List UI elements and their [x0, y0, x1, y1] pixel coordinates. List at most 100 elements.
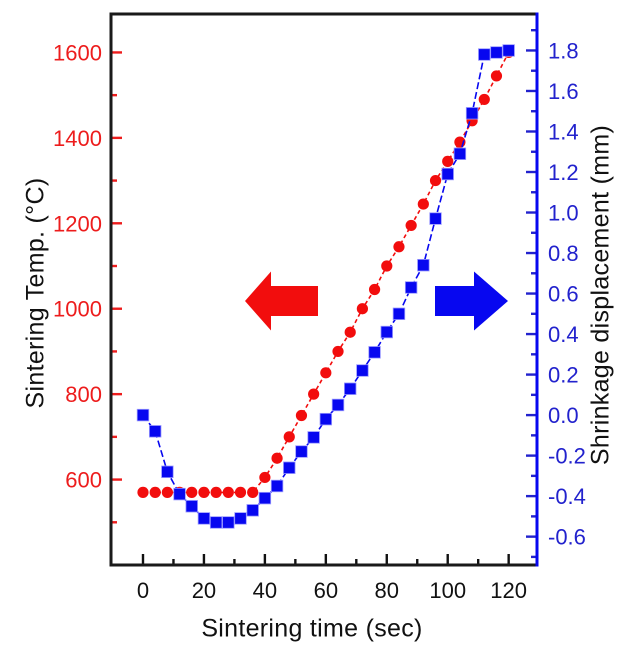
left-axis-tick-labels: 600 800 1000 1200 1400 1600 — [53, 40, 102, 492]
shrinkage-data-point — [148, 425, 162, 438]
shrinkage-data-point — [246, 504, 259, 517]
temperature-data-point — [137, 486, 149, 498]
right-axis-tick-labels: -0.6 -0.4 -0.2 0.0 0.2 0.4 0.6 0.8 1.0 1.2 1.4 1.6 1… — [548, 38, 586, 549]
x-tick-label: 40 — [253, 578, 277, 603]
shrinkage-data-point — [136, 408, 150, 422]
shrinkage-data-point — [380, 325, 393, 339]
x-tick-label: 20 — [192, 578, 216, 603]
left-arrow-icon — [245, 271, 318, 331]
right-tick-label: 1.6 — [548, 79, 579, 104]
temperature-data-point — [210, 486, 222, 498]
left-tick-label: 1000 — [53, 297, 102, 322]
left-tick-label: 1200 — [53, 211, 102, 236]
temperature-data-point — [186, 486, 198, 498]
temperature-data-point — [429, 174, 442, 187]
sintering-temperature-series — [137, 46, 515, 498]
left-tick-label: 600 — [65, 468, 102, 493]
temperature-data-point — [295, 409, 308, 422]
shrinkage-data-point — [331, 398, 345, 412]
x-tick-label: 120 — [490, 578, 527, 603]
temperature-data-point — [222, 486, 234, 498]
temperature-data-point — [393, 241, 405, 253]
x-axis-title: Sintering time (sec) — [201, 614, 423, 643]
shrinkage-data-point — [356, 364, 369, 377]
shrinkage-data-point — [478, 48, 491, 61]
shrinkage-data-point — [209, 516, 223, 529]
shrinkage-data-point — [197, 512, 211, 525]
right-tick-label: -0.4 — [548, 484, 586, 509]
shrinkage-data-point — [465, 107, 479, 120]
left-tick-label: 1600 — [53, 40, 102, 65]
temperature-data-point — [442, 155, 454, 167]
x-tick-label: 60 — [314, 578, 338, 603]
temperature-data-point — [417, 198, 429, 210]
shrinkage-data-point — [222, 516, 235, 529]
plot-frame — [109, 12, 539, 567]
shrinkage-data-point — [344, 382, 357, 395]
shrinkage-data-point — [441, 167, 454, 181]
temperature-data-point — [356, 303, 368, 315]
left-tick-label: 800 — [65, 382, 102, 407]
shrinkage-data-point — [295, 445, 308, 458]
left-axis-title: Sintering Temp. (°C) — [21, 177, 50, 409]
right-tick-label: 0.0 — [548, 403, 579, 428]
temperature-data-point — [234, 486, 247, 498]
x-tick-label: 100 — [429, 578, 466, 603]
temperature-data-point — [259, 471, 271, 484]
shrinkage-data-point — [417, 258, 430, 272]
x-tick-label: 80 — [375, 578, 399, 603]
temperature-data-point — [320, 367, 332, 379]
shrinkage-data-point — [490, 46, 503, 59]
right-tick-label: 1.4 — [548, 119, 579, 144]
temperature-data-point — [478, 93, 490, 106]
shrinkage-data-point — [319, 412, 333, 426]
right-tick-label: 1.8 — [548, 38, 579, 63]
temperature-data-point — [161, 486, 173, 498]
temperature-data-point — [368, 283, 381, 296]
temperature-data-point — [344, 326, 356, 338]
axis-pointer-arrows — [245, 271, 508, 331]
shrinkage-data-point — [161, 465, 174, 479]
right-tick-label: 0.2 — [548, 363, 579, 388]
temperature-data-point — [271, 452, 283, 464]
temperature-data-point — [198, 486, 210, 498]
shrinkage-data-point — [368, 346, 381, 359]
right-arrow-icon — [435, 271, 508, 331]
temperature-data-point — [149, 486, 161, 498]
temperature-data-point — [490, 70, 503, 82]
right-tick-label: 1.0 — [548, 201, 579, 226]
right-tick-label: 0.8 — [548, 241, 579, 266]
shrinkage-data-point — [429, 212, 442, 225]
temperature-data-point — [405, 219, 417, 232]
right-axis-ticks — [526, 29, 537, 559]
temperature-data-point — [283, 431, 295, 443]
x-axis-ticks — [141, 554, 510, 565]
sintering-temperature-line — [142, 52, 510, 494]
shrinkage-data-point — [270, 479, 284, 493]
shrinkage-data-point — [453, 147, 467, 160]
shrinkage-displacement-series — [136, 44, 515, 529]
shrinkage-data-point — [185, 500, 198, 513]
shrinkage-data-point — [392, 307, 406, 321]
temperature-data-point — [381, 260, 393, 272]
shrinkage-data-point — [307, 431, 320, 444]
shrinkage-data-point — [283, 461, 296, 474]
left-axis-ticks — [111, 51, 122, 524]
right-tick-label: 1.2 — [548, 160, 579, 185]
shrinkage-data-point — [258, 491, 272, 505]
right-axis-title: Shrinkage displacement (mm) — [586, 124, 615, 466]
shrinkage-data-point — [502, 44, 515, 57]
x-axis-tick-labels: 0 20 40 60 80 100 120 — [137, 578, 527, 603]
left-tick-label: 1400 — [53, 126, 102, 151]
right-tick-label: -0.6 — [548, 525, 586, 550]
right-tick-label: -0.2 — [548, 444, 586, 469]
shrinkage-data-point — [173, 487, 186, 501]
right-tick-label: 0.6 — [548, 282, 579, 307]
x-tick-label: 0 — [137, 578, 149, 603]
temperature-data-point — [308, 388, 320, 400]
right-tick-label: 0.4 — [548, 322, 579, 347]
shrinkage-data-point — [234, 512, 247, 525]
temperature-data-point — [247, 486, 259, 498]
